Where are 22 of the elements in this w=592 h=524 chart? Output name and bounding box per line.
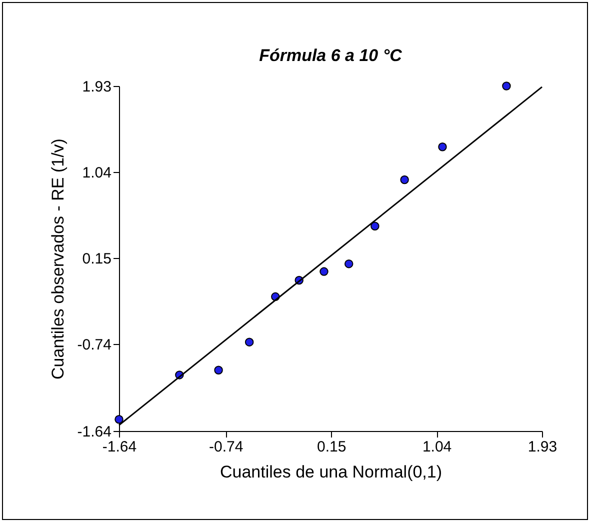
point bbox=[244, 338, 254, 346]
x-tick-label: 1.93 bbox=[528, 438, 558, 456]
point bbox=[344, 259, 354, 268]
point bbox=[400, 175, 409, 184]
y-tick-label: 1.04 bbox=[82, 164, 112, 182]
x-tick-label: 0.15 bbox=[316, 438, 346, 456]
x-tick-label: -1.64 bbox=[102, 438, 137, 456]
point bbox=[370, 222, 380, 230]
y-tick-label: 0.15 bbox=[82, 250, 112, 268]
point bbox=[320, 267, 328, 276]
point bbox=[438, 142, 447, 152]
y-tick-label: -1.64 bbox=[77, 424, 112, 440]
point bbox=[114, 415, 124, 424]
point bbox=[214, 366, 223, 374]
x-tick-label: 1.04 bbox=[422, 438, 452, 456]
x-axis-title: Cuantiles de una Normal(0,1) bbox=[220, 462, 442, 482]
chart-title: Fórmula 6 a 10 °C bbox=[259, 46, 403, 65]
y-tick-label: -0.74 bbox=[77, 336, 112, 354]
x-tick-label: -0.74 bbox=[209, 438, 244, 456]
y-tick-label: 1.93 bbox=[82, 78, 112, 96]
y-axis-title: Cuantiles observados - RE (1/v) bbox=[48, 138, 68, 380]
point bbox=[502, 82, 511, 90]
